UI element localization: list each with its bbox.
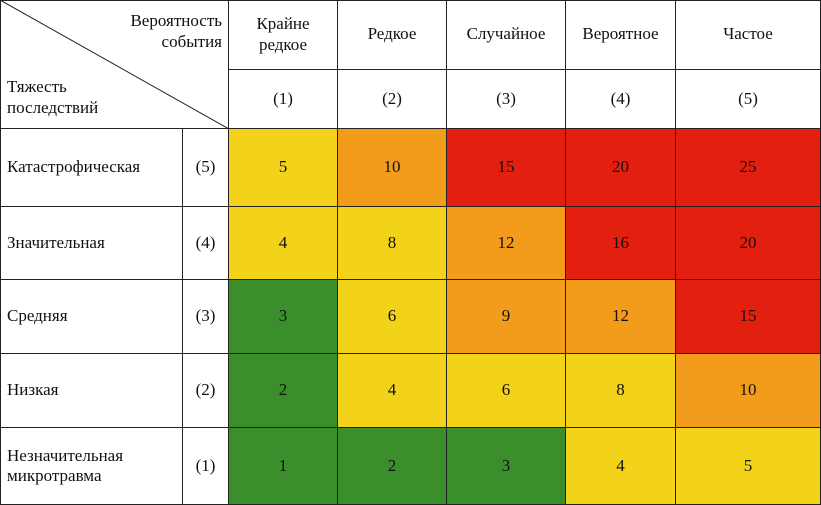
row-header-severity: Средняя bbox=[0, 280, 183, 354]
risk-cell: 15 bbox=[676, 280, 821, 354]
risk-cell: 12 bbox=[447, 207, 566, 280]
risk-cell: 12 bbox=[566, 280, 676, 354]
column-header-code: (5) bbox=[676, 70, 821, 129]
column-header-code: (4) bbox=[566, 70, 676, 129]
column-header-code: (2) bbox=[338, 70, 447, 129]
risk-cell: 3 bbox=[447, 428, 566, 505]
risk-cell: 8 bbox=[338, 207, 447, 280]
risk-cell: 2 bbox=[229, 354, 338, 428]
risk-cell: 20 bbox=[566, 129, 676, 207]
risk-cell: 9 bbox=[447, 280, 566, 354]
risk-cell: 4 bbox=[338, 354, 447, 428]
risk-cell: 3 bbox=[229, 280, 338, 354]
risk-cell: 5 bbox=[676, 428, 821, 505]
column-header-probability: Частое bbox=[676, 0, 821, 70]
risk-cell: 10 bbox=[338, 129, 447, 207]
row-header-severity: Низкая bbox=[0, 354, 183, 428]
column-header-probability: Случайное bbox=[447, 0, 566, 70]
column-header-code: (3) bbox=[447, 70, 566, 129]
row-header-severity: Значительная bbox=[0, 207, 183, 280]
column-header-probability: Редкое bbox=[338, 0, 447, 70]
row-header-code: (2) bbox=[183, 354, 229, 428]
row-header-code: (3) bbox=[183, 280, 229, 354]
row-header-severity: Незначительная микротравма bbox=[0, 428, 183, 505]
risk-cell: 6 bbox=[338, 280, 447, 354]
row-header-code: (5) bbox=[183, 129, 229, 207]
column-header-probability: Вероятное bbox=[566, 0, 676, 70]
row-header-code: (4) bbox=[183, 207, 229, 280]
risk-cell: 15 bbox=[447, 129, 566, 207]
severity-axis-label: Тяжесть последствий bbox=[7, 76, 99, 117]
risk-cell: 2 bbox=[338, 428, 447, 505]
diagonal-divider bbox=[0, 0, 229, 129]
risk-cell: 6 bbox=[447, 354, 566, 428]
corner-header: Вероятность события Тяжесть последствий bbox=[0, 0, 229, 129]
risk-cell: 8 bbox=[566, 354, 676, 428]
risk-cell: 1 bbox=[229, 428, 338, 505]
risk-cell: 4 bbox=[229, 207, 338, 280]
risk-cell: 20 bbox=[676, 207, 821, 280]
risk-cell: 16 bbox=[566, 207, 676, 280]
column-header-code: (1) bbox=[229, 70, 338, 129]
risk-cell: 5 bbox=[229, 129, 338, 207]
risk-cell: 4 bbox=[566, 428, 676, 505]
risk-cell: 10 bbox=[676, 354, 821, 428]
row-header-severity: Катастрофическая bbox=[0, 129, 183, 207]
row-header-code: (1) bbox=[183, 428, 229, 505]
probability-axis-label: Вероятность события bbox=[130, 11, 222, 52]
risk-cell: 25 bbox=[676, 129, 821, 207]
column-header-probability: Крайне редкое bbox=[229, 0, 338, 70]
